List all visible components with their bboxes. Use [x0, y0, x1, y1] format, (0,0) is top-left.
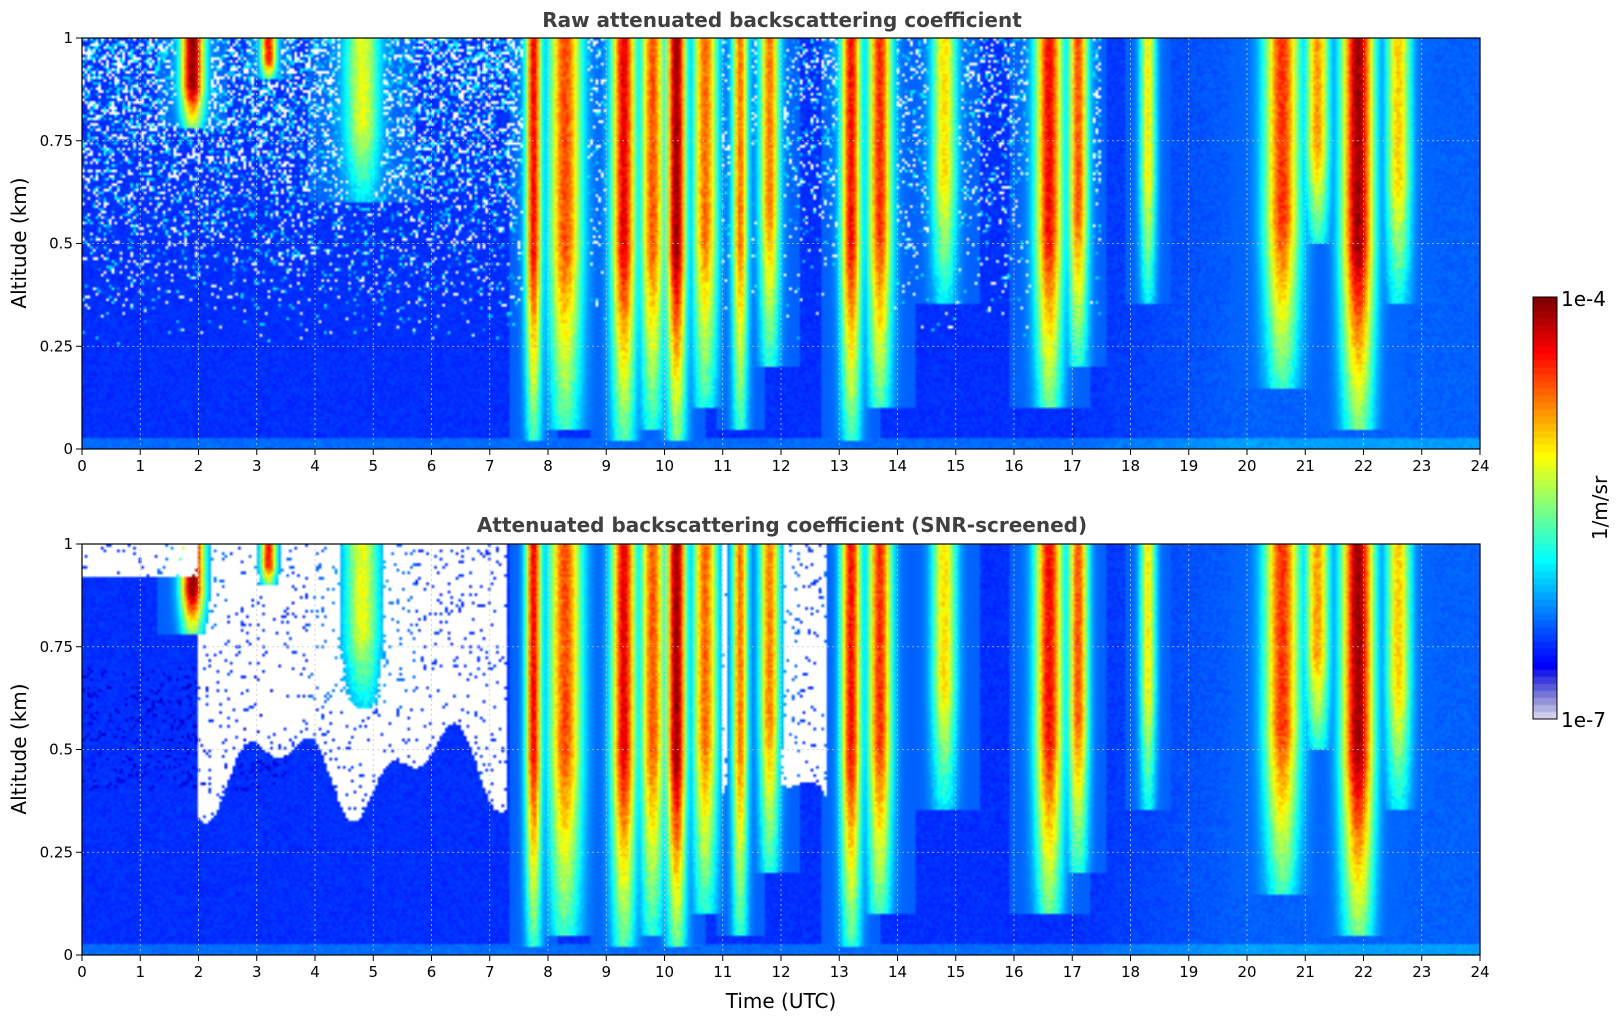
panel-raw-y-tick-label: 1 — [63, 29, 73, 47]
panel-raw-x-tick-label: 18 — [1121, 457, 1140, 475]
panel-screened-title: Attenuated backscattering coefficient (S… — [477, 513, 1087, 537]
panel-screened-y-ticks: 0 0.25 0.5 0.75 1 — [40, 535, 82, 964]
panel-raw-x-tick-label: 0 — [77, 457, 87, 475]
panel-screened-x-tick-label: 12 — [771, 963, 790, 981]
panel-screened: Attenuated backscattering coefficient (S… — [7, 513, 1490, 1013]
panel-screened-y-tick-label: 1 — [63, 535, 73, 553]
panel-raw-x-ticks: 0 1 2 3 4 5 6 7 8 9 10 11 12 13 14 15 16 17 18 19 20 21 22 23 24 — [77, 449, 1490, 475]
panel-screened-x-tick-label: 4 — [310, 963, 320, 981]
panel-raw-x-tick-label: 12 — [771, 457, 790, 475]
panel-raw-title: Raw attenuated backscattering coefficien… — [542, 8, 1022, 32]
colorbar-gradient — [1533, 297, 1557, 719]
panel-screened-x-tick-label: 19 — [1179, 963, 1198, 981]
panel-raw-x-tick-label: 6 — [427, 457, 437, 475]
panel-screened-ylabel: Altitude (km) — [7, 683, 31, 814]
panel-screened-y-tick-label: 0 — [63, 946, 73, 964]
panel-raw-x-tick-label: 5 — [368, 457, 378, 475]
panel-raw-x-tick-label: 20 — [1237, 457, 1256, 475]
panel-raw-x-tick-label: 15 — [946, 457, 965, 475]
panel-screened-x-tick-label: 22 — [1354, 963, 1373, 981]
panel-raw-x-tick-label: 9 — [601, 457, 611, 475]
panel-raw-y-tick-label: 0.75 — [40, 132, 73, 150]
colorbar-max-label: 1e-4 — [1561, 287, 1606, 311]
panel-raw-x-tick-label: 24 — [1470, 457, 1489, 475]
panel-raw-y-tick-label: 0 — [63, 440, 73, 458]
panel-raw-x-tick-label: 1 — [135, 457, 145, 475]
panel-screened-x-tick-label: 24 — [1470, 963, 1489, 981]
panel-screened-x-tick-label: 20 — [1237, 963, 1256, 981]
panel-screened-x-tick-label: 11 — [713, 963, 732, 981]
panel-screened-x-tick-label: 1 — [135, 963, 145, 981]
panel-raw-x-tick-label: 14 — [888, 457, 907, 475]
panel-screened-x-tick-label: 10 — [655, 963, 674, 981]
panel-screened-x-tick-label: 6 — [427, 963, 437, 981]
panel-screened-grid — [82, 544, 1480, 955]
panel-raw-x-tick-label: 2 — [194, 457, 204, 475]
panel-screened-y-tick-label: 0.75 — [40, 638, 73, 656]
panel-screened-xlabel: Time (UTC) — [725, 989, 837, 1013]
panel-screened-x-tick-label: 18 — [1121, 963, 1140, 981]
panel-raw-x-tick-label: 23 — [1412, 457, 1431, 475]
panel-raw-y-tick-label: 0.25 — [40, 337, 73, 355]
colorbar-frame — [1532, 296, 1558, 720]
panel-screened-x-tick-label: 7 — [485, 963, 495, 981]
panel-screened-x-tick-label: 14 — [888, 963, 907, 981]
panel-screened-x-tick-label: 15 — [946, 963, 965, 981]
panel-raw-x-tick-label: 7 — [485, 457, 495, 475]
panel-raw-x-tick-label: 21 — [1296, 457, 1315, 475]
panel-raw-x-tick-label: 10 — [655, 457, 674, 475]
panel-screened-x-ticks: 0 1 2 3 4 5 6 7 8 9 10 11 12 13 14 15 16 17 18 19 20 21 22 23 24 — [77, 955, 1490, 981]
panel-screened-x-tick-label: 2 — [194, 963, 204, 981]
panel-raw-x-tick-label: 8 — [543, 457, 553, 475]
panel-raw-x-tick-label: 4 — [310, 457, 320, 475]
colorbar-unit-label: 1/m/sr — [1588, 475, 1612, 540]
panel-raw-x-tick-label: 13 — [830, 457, 849, 475]
panel-screened-x-tick-label: 5 — [368, 963, 378, 981]
panel-raw-ylabel: Altitude (km) — [7, 177, 31, 308]
panel-raw-x-tick-label: 17 — [1063, 457, 1082, 475]
panel-screened-x-tick-label: 8 — [543, 963, 553, 981]
panel-screened-x-tick-label: 23 — [1412, 963, 1431, 981]
panel-screened-x-tick-label: 16 — [1004, 963, 1023, 981]
panel-screened-x-tick-label: 17 — [1063, 963, 1082, 981]
colorbar: 1e-4 1e-7 1/m/sr — [1532, 287, 1612, 732]
panel-raw-x-tick-label: 16 — [1004, 457, 1023, 475]
panel-screened-y-tick-label: 0.5 — [49, 741, 73, 759]
panel-raw-x-tick-label: 19 — [1179, 457, 1198, 475]
panel-screened-y-tick-label: 0.25 — [40, 843, 73, 861]
panel-screened-x-tick-label: 21 — [1296, 963, 1315, 981]
panel-screened-x-tick-label: 13 — [830, 963, 849, 981]
panel-raw-x-tick-label: 3 — [252, 457, 262, 475]
panel-raw-y-tick-label: 0.5 — [49, 235, 73, 253]
panel-raw-grid — [82, 38, 1480, 449]
panel-screened-x-tick-label: 9 — [601, 963, 611, 981]
panel-raw-y-ticks: 0 0.25 0.5 0.75 1 — [40, 29, 82, 458]
panel-raw-x-tick-label: 22 — [1354, 457, 1373, 475]
panel-screened-x-tick-label: 3 — [252, 963, 262, 981]
colorbar-min-label: 1e-7 — [1561, 708, 1606, 732]
panel-screened-x-tick-label: 0 — [77, 963, 87, 981]
panel-raw-x-tick-label: 11 — [713, 457, 732, 475]
panel-raw: Raw attenuated backscattering coefficien… — [7, 8, 1490, 475]
